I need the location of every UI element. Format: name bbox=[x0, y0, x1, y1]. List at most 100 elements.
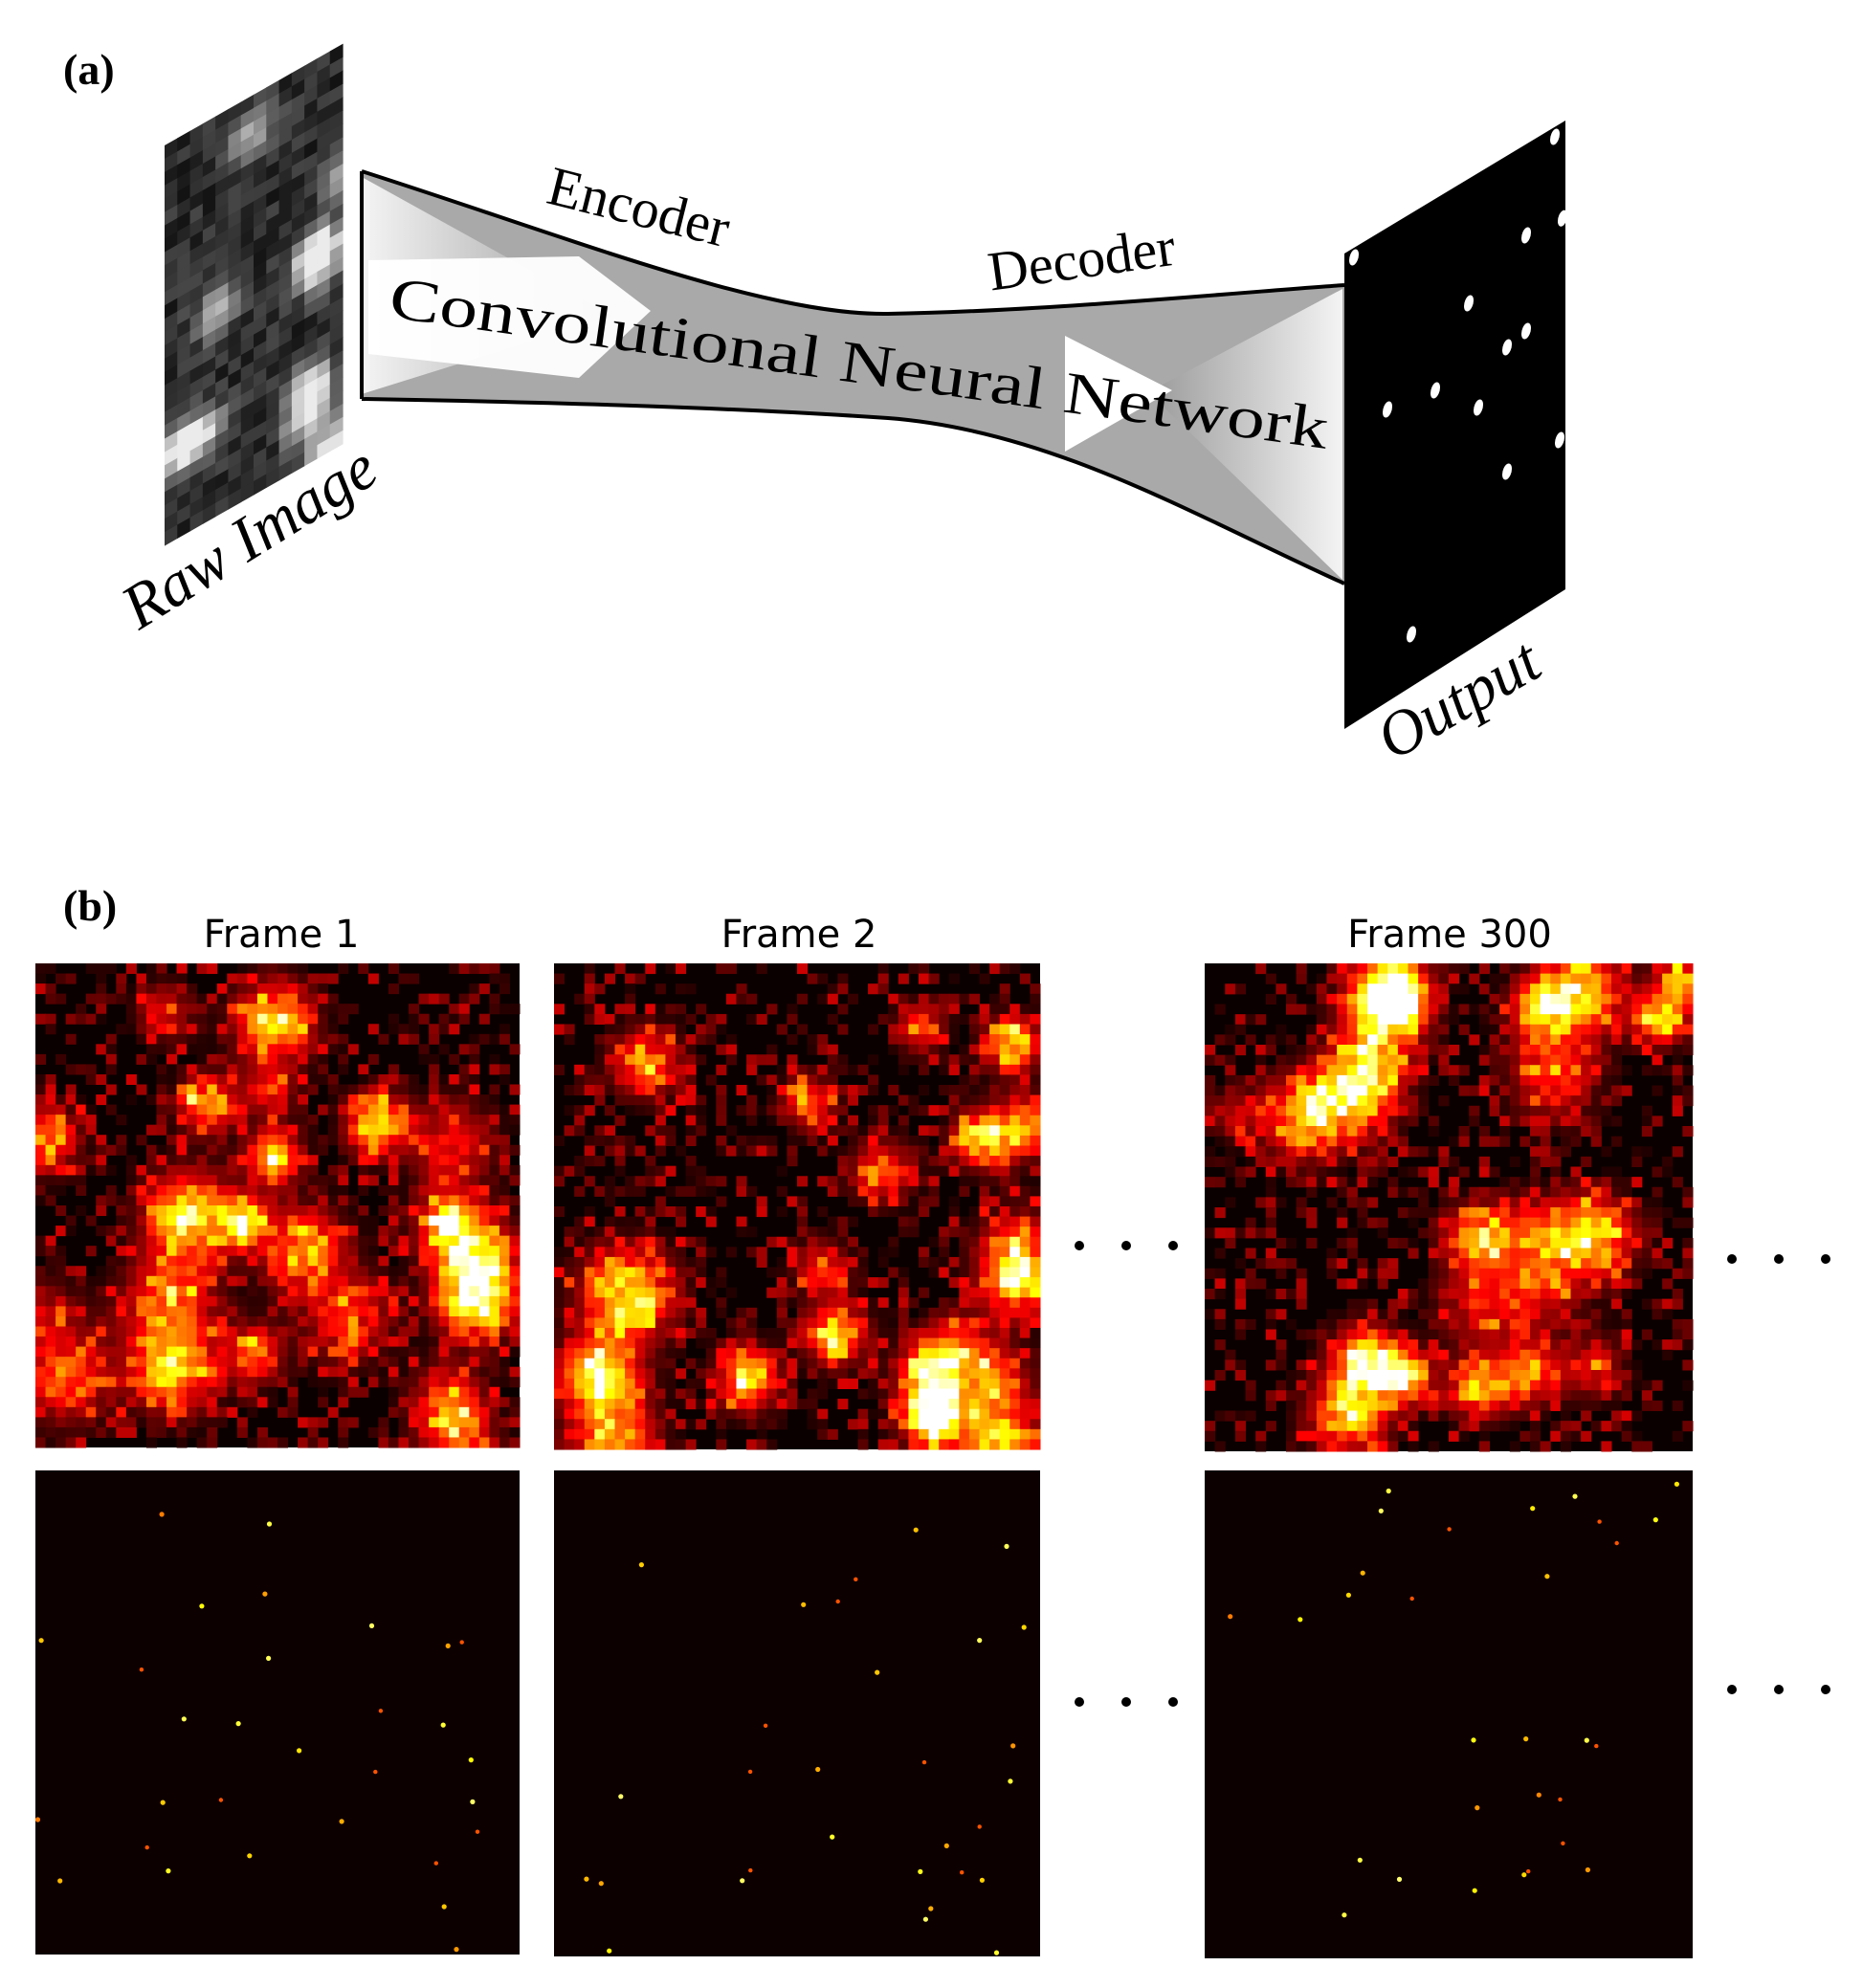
frame-pixel bbox=[857, 1328, 869, 1339]
frame-pixel bbox=[196, 1246, 208, 1257]
frame-pixel bbox=[1540, 1024, 1551, 1035]
frame-pixel bbox=[318, 1377, 329, 1388]
frame-pixel bbox=[634, 1044, 646, 1055]
frame-pixel bbox=[1009, 1145, 1021, 1157]
frame-pixel bbox=[1428, 1034, 1439, 1046]
frame-pixel bbox=[287, 973, 299, 984]
frame-pixel bbox=[857, 1428, 869, 1440]
frame-pixel bbox=[327, 1004, 339, 1015]
frame-pixel bbox=[1611, 993, 1623, 1005]
frame-pixel bbox=[489, 1155, 500, 1166]
frame-pixel bbox=[968, 1428, 980, 1440]
frame-pixel bbox=[1205, 1085, 1216, 1096]
frame-pixel bbox=[1611, 1207, 1623, 1219]
frame-pixel bbox=[625, 1388, 636, 1400]
frame-pixel bbox=[499, 1205, 510, 1217]
raw-pixel bbox=[254, 300, 267, 322]
frame-pixel bbox=[1530, 1186, 1541, 1198]
frame-pixel bbox=[645, 963, 656, 975]
frame-pixel bbox=[898, 1368, 909, 1380]
frame-pixel bbox=[594, 1358, 606, 1369]
frame-pixel bbox=[999, 1206, 1010, 1218]
frame-pixel bbox=[1019, 1226, 1031, 1238]
frame-pixel bbox=[298, 1226, 309, 1237]
frame-pixel bbox=[959, 1236, 970, 1248]
frame-pixel bbox=[877, 1348, 889, 1359]
frame-pixel bbox=[499, 1406, 510, 1418]
frame-pixel bbox=[449, 1073, 460, 1085]
frame-pixel bbox=[247, 1366, 258, 1378]
frame-pixel bbox=[236, 1336, 248, 1348]
frame-pixel bbox=[847, 1358, 858, 1369]
output-spot bbox=[1431, 382, 1440, 399]
frame-pixel bbox=[614, 1024, 626, 1035]
frame-pixel bbox=[105, 1326, 117, 1337]
frame-pixel bbox=[1265, 1034, 1276, 1046]
frame-pixel bbox=[1030, 1064, 1041, 1075]
frame-pixel bbox=[827, 1094, 838, 1106]
raw-pixel bbox=[189, 163, 204, 186]
raw-pixel bbox=[202, 169, 216, 191]
frame-pixel bbox=[277, 1144, 289, 1156]
frame-pixel bbox=[478, 1205, 490, 1217]
frame-pixel bbox=[1019, 1064, 1031, 1075]
frame-pixel bbox=[979, 1105, 990, 1116]
frame-pixel bbox=[298, 1115, 309, 1126]
frame-pixel bbox=[989, 1419, 1001, 1430]
frame-pixel bbox=[509, 1295, 521, 1307]
raw-pixel bbox=[291, 371, 305, 394]
frame-pixel bbox=[736, 1358, 747, 1369]
frame-pixel bbox=[367, 1295, 379, 1307]
raw-pixel bbox=[177, 197, 191, 219]
frame-pixel bbox=[1550, 1054, 1562, 1066]
frame-pixel bbox=[1590, 1034, 1602, 1046]
frame-pixel bbox=[458, 1094, 470, 1106]
frame-pixel bbox=[1590, 1105, 1602, 1116]
frame-pixel bbox=[868, 1024, 879, 1035]
frame-pixel bbox=[898, 1307, 909, 1318]
frame-pixel bbox=[1367, 1156, 1379, 1168]
frame-pixel bbox=[847, 1135, 858, 1146]
frame-pixel bbox=[574, 1074, 586, 1086]
frame-pixel bbox=[807, 1328, 818, 1339]
frame-pixel bbox=[1337, 1146, 1348, 1158]
frame-pixel bbox=[574, 1125, 586, 1137]
frame-pixel bbox=[665, 1348, 676, 1359]
frame-pixel bbox=[76, 1275, 87, 1287]
frame-pixel bbox=[979, 1348, 990, 1359]
localization bbox=[763, 1723, 768, 1729]
raw-pixel bbox=[317, 103, 331, 126]
frame-pixel bbox=[847, 1125, 858, 1137]
frame-pixel bbox=[1326, 1085, 1338, 1096]
frame-pixel bbox=[898, 1176, 909, 1187]
raw-pixel bbox=[177, 357, 191, 379]
frame-pixel bbox=[267, 1004, 278, 1015]
frame-pixel bbox=[277, 1053, 289, 1065]
frame-pixel bbox=[76, 1346, 87, 1358]
frame-pixel bbox=[959, 1185, 970, 1197]
frame-pixel bbox=[298, 1004, 309, 1015]
frame-pixel bbox=[776, 1368, 787, 1380]
frame-pixel bbox=[338, 1255, 349, 1267]
localization bbox=[378, 1709, 384, 1713]
frame-pixel bbox=[267, 1073, 278, 1085]
frame-pixel bbox=[489, 1226, 500, 1237]
frame-pixel bbox=[1265, 993, 1276, 1005]
frame-pixel bbox=[1530, 983, 1541, 995]
frame-pixel bbox=[919, 963, 930, 975]
frame-pixel bbox=[999, 1256, 1010, 1268]
frame-pixel bbox=[227, 1053, 238, 1065]
frame-pixel bbox=[919, 1125, 930, 1137]
frame-pixel bbox=[736, 1328, 747, 1339]
frame-pixel bbox=[877, 1125, 889, 1137]
frame-pixel bbox=[1337, 1014, 1348, 1026]
raw-pixel bbox=[329, 230, 344, 253]
frame-pixel bbox=[584, 1428, 595, 1440]
frame-pixel bbox=[665, 1206, 676, 1218]
frame-pixel bbox=[817, 1317, 829, 1329]
frame-pixel bbox=[857, 1196, 869, 1207]
frame-pixel bbox=[1387, 1024, 1399, 1035]
frame-pixel bbox=[1478, 963, 1491, 975]
frame-pixel bbox=[1570, 1186, 1582, 1198]
frame-pixel bbox=[449, 1053, 460, 1065]
